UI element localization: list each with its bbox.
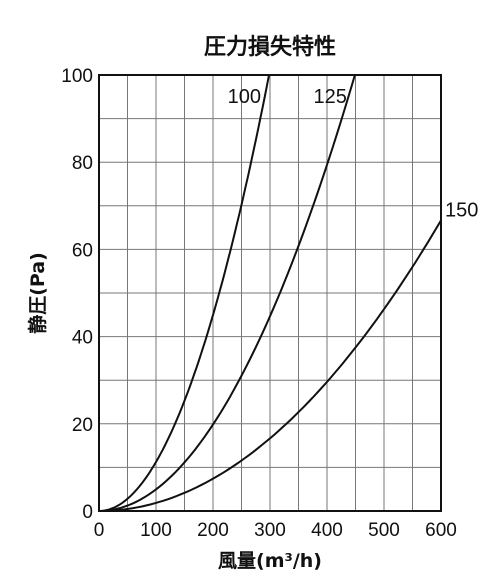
series-curve-125: [98, 74, 356, 512]
y-tick-labels: 0 20 40 60 80 100: [61, 66, 93, 523]
x-tick-label: 600: [425, 520, 457, 541]
series-label-125: 125: [314, 86, 347, 108]
x-tick-labels: 0 100 200 300 400 500 600: [94, 520, 457, 541]
y-tick-label: 0: [82, 502, 93, 523]
x-tick-label: 400: [311, 520, 343, 541]
x-tick-label: 300: [254, 520, 286, 541]
x-tick-label: 100: [140, 520, 172, 541]
series-curve-100: [98, 74, 270, 512]
x-tick-label: 500: [368, 520, 400, 541]
series-curve-150: [99, 219, 442, 512]
y-tick-label: 40: [72, 328, 93, 349]
y-axis-label: 静圧(Pa): [26, 252, 49, 334]
plot-frame: [98, 74, 442, 512]
grid: [99, 75, 441, 511]
x-tick-label: 200: [197, 520, 229, 541]
x-axis-label: 風量(m³/h): [218, 550, 322, 572]
y-tick-label: 100: [61, 66, 93, 87]
x-tick-label: 0: [94, 520, 105, 541]
series-label-150: 150: [445, 199, 478, 221]
series-curves: [98, 74, 442, 512]
chart-title: 圧力損失特性: [204, 34, 336, 60]
series-label-100: 100: [228, 86, 261, 108]
y-tick-label: 80: [72, 153, 93, 174]
series-labels: 100 125 150: [228, 86, 479, 221]
y-tick-label: 20: [72, 415, 93, 436]
y-tick-label: 60: [72, 240, 93, 261]
